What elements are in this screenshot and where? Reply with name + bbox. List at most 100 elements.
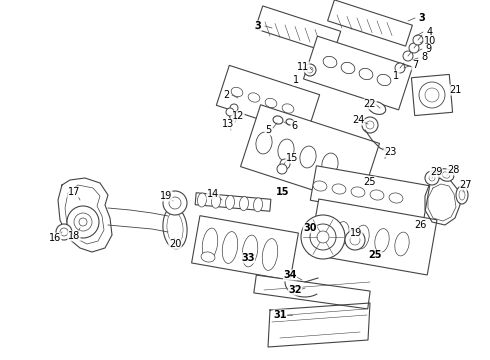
Ellipse shape: [253, 198, 263, 212]
Text: 18: 18: [68, 231, 80, 241]
Bar: [328, 0, 413, 46]
Ellipse shape: [459, 190, 465, 200]
Circle shape: [425, 171, 439, 185]
Ellipse shape: [375, 229, 389, 252]
Circle shape: [230, 104, 238, 112]
Bar: [195, 193, 271, 211]
Text: 3: 3: [418, 13, 425, 23]
Ellipse shape: [341, 62, 355, 74]
Bar: [254, 275, 370, 309]
Bar: [309, 199, 437, 275]
Ellipse shape: [322, 153, 338, 175]
Circle shape: [395, 63, 405, 73]
Ellipse shape: [265, 98, 277, 108]
Text: 26: 26: [414, 220, 426, 230]
Text: 25: 25: [368, 250, 382, 260]
Ellipse shape: [273, 116, 283, 124]
Circle shape: [429, 175, 435, 181]
Ellipse shape: [278, 139, 294, 161]
Circle shape: [362, 117, 378, 133]
Ellipse shape: [359, 68, 373, 80]
Text: 4: 4: [427, 27, 433, 37]
Ellipse shape: [231, 87, 243, 97]
Ellipse shape: [313, 181, 327, 191]
Text: 1: 1: [293, 75, 299, 85]
Text: 16: 16: [49, 233, 61, 243]
Text: 5: 5: [265, 125, 271, 135]
Circle shape: [60, 228, 68, 236]
Ellipse shape: [242, 235, 258, 267]
Circle shape: [226, 108, 234, 116]
Circle shape: [301, 215, 345, 259]
Ellipse shape: [389, 193, 403, 203]
Text: 32: 32: [288, 285, 302, 295]
Ellipse shape: [300, 146, 316, 168]
Text: 7: 7: [412, 60, 418, 70]
Ellipse shape: [438, 169, 454, 181]
Ellipse shape: [368, 102, 386, 114]
Text: 33: 33: [241, 253, 255, 263]
Circle shape: [413, 35, 423, 45]
Ellipse shape: [351, 187, 365, 197]
Text: 8: 8: [421, 52, 427, 62]
Text: 15: 15: [276, 187, 290, 197]
Ellipse shape: [163, 207, 187, 249]
Circle shape: [409, 43, 419, 53]
Circle shape: [304, 64, 316, 76]
Text: 10: 10: [424, 36, 436, 46]
Text: 2: 2: [223, 90, 229, 100]
Text: 15: 15: [286, 153, 298, 163]
Text: 14: 14: [207, 189, 219, 199]
Circle shape: [419, 82, 445, 108]
Ellipse shape: [395, 232, 409, 256]
Ellipse shape: [202, 228, 218, 260]
Text: 31: 31: [273, 310, 287, 320]
Ellipse shape: [248, 93, 260, 102]
Circle shape: [317, 231, 329, 243]
Text: 25: 25: [364, 177, 376, 187]
Bar: [217, 66, 319, 135]
Circle shape: [79, 218, 87, 226]
Ellipse shape: [377, 74, 391, 86]
Text: 30: 30: [303, 223, 317, 233]
Ellipse shape: [225, 195, 235, 210]
Text: 22: 22: [364, 99, 376, 109]
Text: 24: 24: [352, 115, 364, 125]
Circle shape: [280, 159, 290, 169]
Circle shape: [277, 164, 287, 174]
Text: 19: 19: [350, 228, 362, 238]
Ellipse shape: [335, 222, 349, 246]
Ellipse shape: [197, 193, 206, 207]
Bar: [412, 75, 453, 116]
Circle shape: [345, 230, 365, 250]
Circle shape: [310, 224, 336, 250]
Text: 13: 13: [222, 119, 234, 129]
Text: 20: 20: [169, 239, 181, 249]
Bar: [255, 6, 341, 54]
Text: 6: 6: [291, 121, 297, 131]
Bar: [192, 216, 298, 280]
Text: 29: 29: [430, 167, 442, 177]
Text: 34: 34: [283, 270, 297, 280]
Circle shape: [169, 197, 181, 209]
Text: 23: 23: [384, 147, 396, 157]
Text: 9: 9: [425, 44, 431, 54]
Ellipse shape: [282, 104, 294, 113]
Text: 21: 21: [449, 85, 461, 95]
Text: 27: 27: [460, 180, 472, 190]
Bar: [303, 36, 413, 110]
Ellipse shape: [256, 132, 272, 154]
Text: 1: 1: [393, 71, 399, 81]
Ellipse shape: [456, 186, 468, 204]
Text: 28: 28: [447, 165, 459, 175]
Ellipse shape: [332, 184, 346, 194]
Ellipse shape: [286, 119, 294, 125]
Text: 11: 11: [297, 62, 309, 72]
Ellipse shape: [370, 190, 384, 200]
Ellipse shape: [201, 252, 215, 262]
Text: 3: 3: [255, 21, 261, 31]
Circle shape: [403, 51, 413, 61]
Text: 17: 17: [68, 187, 80, 197]
Ellipse shape: [323, 56, 337, 68]
Circle shape: [366, 121, 374, 129]
